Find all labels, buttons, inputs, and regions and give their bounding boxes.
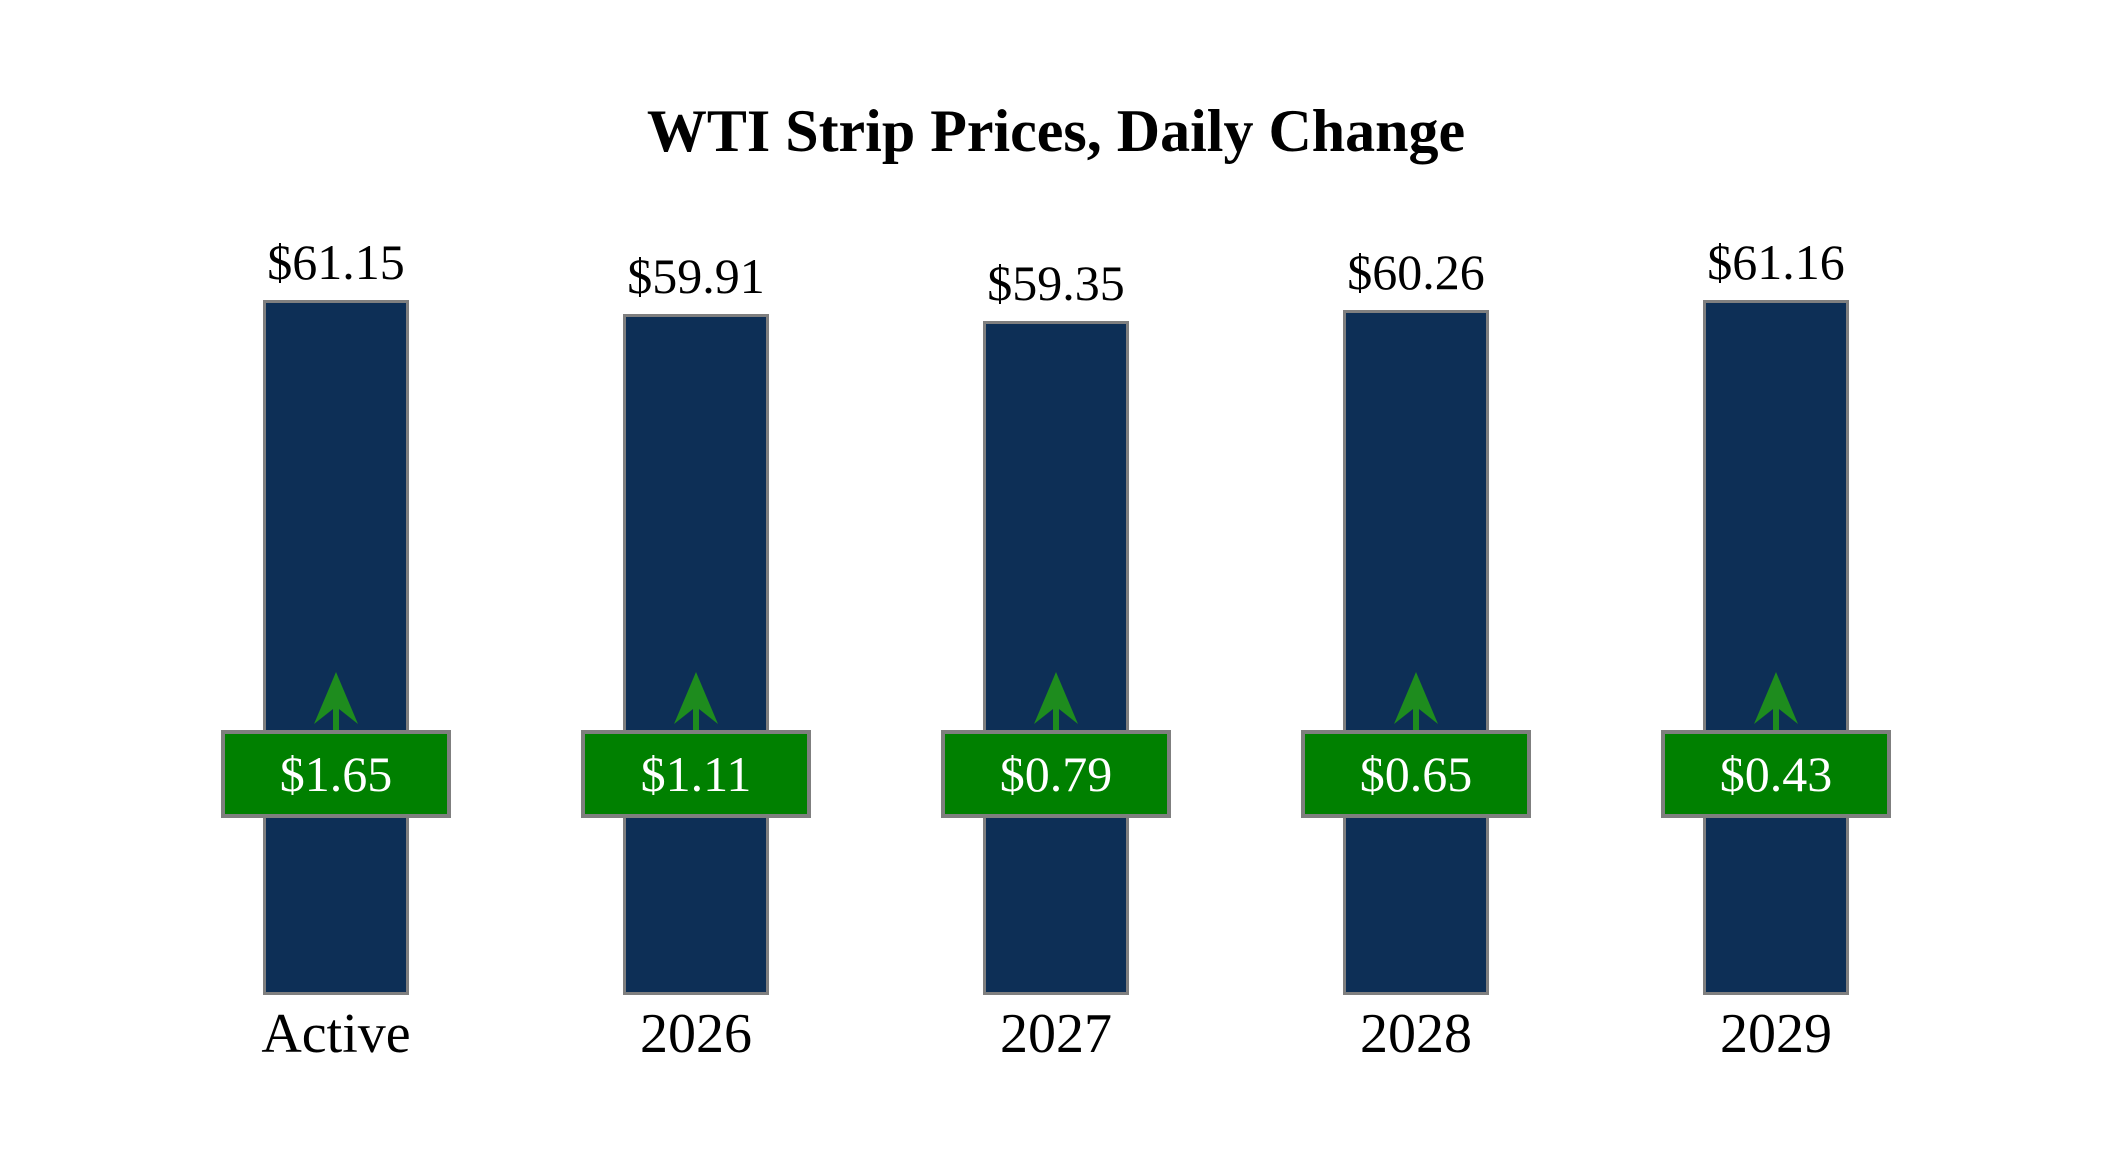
up-arrow-icon xyxy=(1389,672,1443,730)
bar-column: $59.91 $1.11 2026 xyxy=(516,0,876,1152)
bar xyxy=(983,321,1129,995)
bar-value-label: $60.26 xyxy=(1347,244,1485,300)
bar xyxy=(1343,310,1489,995)
change-badge: $0.43 xyxy=(1661,730,1891,818)
bar-value-label: $61.16 xyxy=(1707,234,1845,290)
change-badge: $0.79 xyxy=(941,730,1171,818)
change-badge-label: $1.11 xyxy=(640,746,752,802)
bar-column: $61.15 $1.65 Active xyxy=(156,0,516,1152)
change-badge: $1.65 xyxy=(221,730,451,818)
category-label: 2026 xyxy=(640,1003,752,1065)
bar-column: $61.16 $0.43 2029 xyxy=(1596,0,1956,1152)
bar xyxy=(1703,300,1849,995)
bar-value-label: $61.15 xyxy=(267,234,405,290)
bar xyxy=(263,300,409,995)
category-label: 2027 xyxy=(1000,1003,1112,1065)
change-badge-label: $0.79 xyxy=(999,746,1113,802)
change-badge-label: $1.65 xyxy=(279,746,393,802)
change-badge-label: $0.43 xyxy=(1719,746,1833,802)
bar-value-label: $59.35 xyxy=(987,255,1125,311)
chart-title: WTI Strip Prices, Daily Change xyxy=(646,98,1466,164)
up-arrow-icon xyxy=(1749,672,1803,730)
change-badge: $1.11 xyxy=(581,730,811,818)
bar-column: $60.26 $0.65 2028 xyxy=(1236,0,1596,1152)
change-badge-label: $0.65 xyxy=(1359,746,1473,802)
category-label: 2029 xyxy=(1720,1003,1832,1065)
change-badge: $0.65 xyxy=(1301,730,1531,818)
bar xyxy=(623,314,769,995)
bar-column: $59.35 $0.79 2027 xyxy=(876,0,1236,1152)
up-arrow-icon xyxy=(309,672,363,730)
category-label: 2028 xyxy=(1360,1003,1472,1065)
bar-columns: $61.15 $1.65 Active $59.91 $1.11 2026 $5… xyxy=(156,0,1956,1152)
category-label: Active xyxy=(261,1003,411,1065)
up-arrow-icon xyxy=(669,672,723,730)
bar-value-label: $59.91 xyxy=(627,248,765,304)
up-arrow-icon xyxy=(1029,672,1083,730)
